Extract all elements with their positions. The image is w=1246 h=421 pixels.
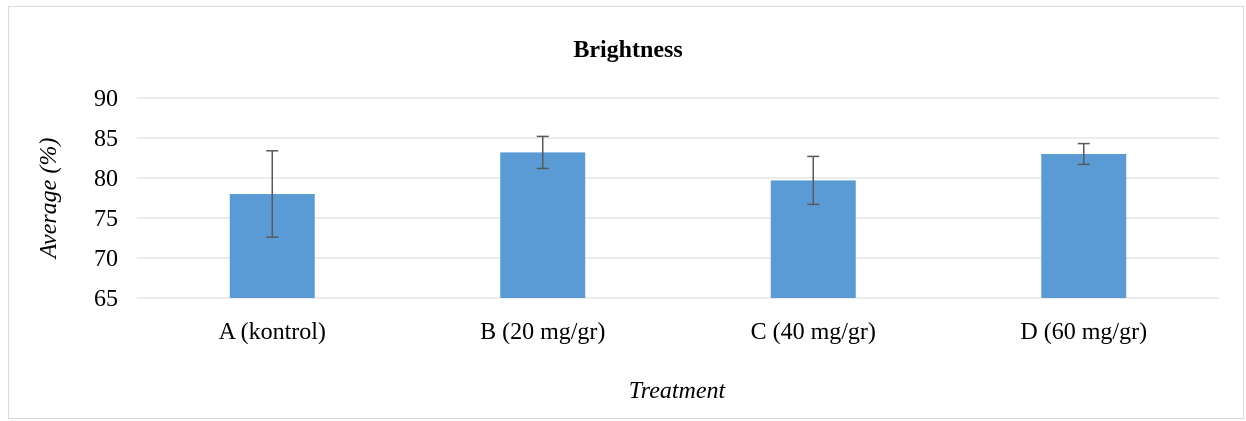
gridlines [137,97,1219,299]
bar [500,152,586,298]
y-tick-label: 70 [94,246,118,272]
y-tick-label: 65 [94,286,118,312]
x-tick-label: B (20 mg/gr) [480,319,605,345]
x-tick-label: C (40 mg/gr) [751,319,876,345]
y-tick-label: 85 [94,126,118,152]
y-tick-label: 80 [94,166,118,192]
error-bars [266,135,1090,238]
y-axis-title: Average (%) [36,138,62,261]
x-axis-ticks: A (kontrol) B (20 mg/gr) C (40 mg/gr) D (60… [219,319,1147,345]
chart-frame [8,6,1244,419]
y-tick-label: 90 [94,86,118,112]
x-tick-label: A (kontrol) [219,319,326,345]
bars [229,152,1127,298]
chart-title: Brightness [573,37,682,63]
y-tick-label: 75 [94,206,118,232]
bar [1041,154,1127,298]
x-axis-title: Treatment [629,378,727,404]
x-tick-label: D (60 mg/gr) [1020,319,1147,345]
y-axis-ticks: 65 70 75 80 85 90 [94,86,118,312]
